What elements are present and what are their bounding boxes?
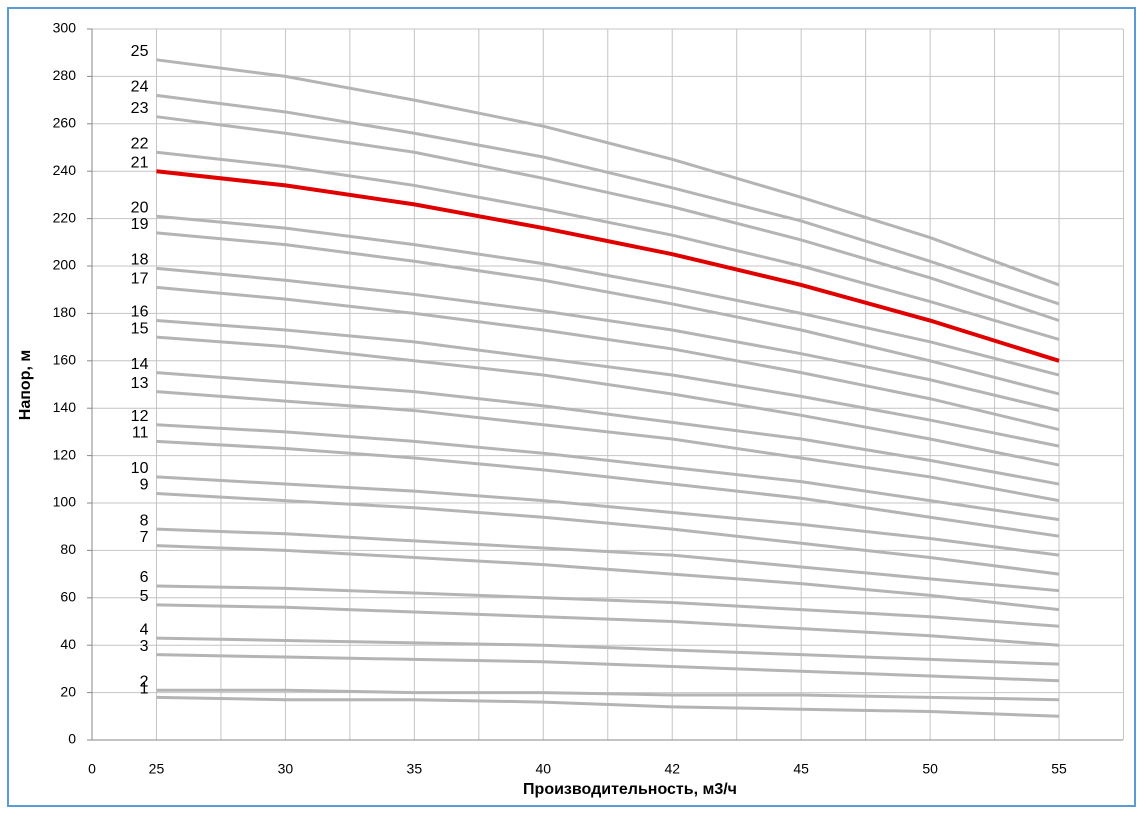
series-label: 9 <box>140 477 149 494</box>
x-axis-label: Производительность, м3/ч <box>523 781 737 798</box>
series-label: 23 <box>131 100 149 117</box>
series-line <box>156 423 1060 522</box>
x-tick-label: 40 <box>536 761 552 777</box>
x-tick-label: 50 <box>922 761 938 777</box>
series-label: 20 <box>131 199 149 216</box>
y-tick-label: 140 <box>53 399 77 415</box>
series-label: 16 <box>131 304 149 321</box>
series-label: 5 <box>140 588 149 605</box>
series-label: 3 <box>140 638 149 655</box>
x-tick-label: 55 <box>1051 761 1067 777</box>
series-label: 22 <box>131 135 149 152</box>
y-tick-label: 180 <box>53 304 77 320</box>
series-line <box>156 544 1060 612</box>
series-label: 17 <box>131 271 149 288</box>
y-tick-label: 0 <box>68 731 76 747</box>
series-line <box>156 58 1060 287</box>
series-label: 21 <box>131 154 149 171</box>
y-tick-label: 80 <box>60 541 76 557</box>
series-line <box>156 319 1060 448</box>
series-label: 8 <box>140 512 149 529</box>
series-label: 11 <box>132 425 149 442</box>
y-tick-label: 20 <box>60 683 76 699</box>
series-label: 13 <box>131 375 149 392</box>
x-tick-label: 0 <box>88 761 96 777</box>
series-line <box>156 695 1060 718</box>
y-axis-label: Напор, м <box>17 350 34 420</box>
series-line <box>156 150 1060 341</box>
series-line <box>156 636 1060 666</box>
series-line <box>156 527 1060 593</box>
x-tick-label: 30 <box>278 761 294 777</box>
series-label: 15 <box>131 320 149 337</box>
series-line <box>156 169 1060 363</box>
y-tick-label: 240 <box>53 162 77 178</box>
x-tick-label: 45 <box>793 761 809 777</box>
series-line <box>156 266 1060 413</box>
y-tick-label: 300 <box>53 20 77 36</box>
y-tick-label: 220 <box>53 209 77 225</box>
series-label: 25 <box>131 43 149 60</box>
series-line <box>156 603 1060 647</box>
series-line <box>156 371 1060 486</box>
series-line <box>156 390 1060 503</box>
y-tick-label: 280 <box>53 67 77 83</box>
series-line <box>156 115 1060 322</box>
series-label: 18 <box>131 252 149 269</box>
series-line <box>156 653 1060 683</box>
x-tick-label: 42 <box>664 761 680 777</box>
y-tick-label: 120 <box>53 446 77 462</box>
series-label: 19 <box>131 216 149 233</box>
y-tick-label: 160 <box>53 352 77 368</box>
series-label: 7 <box>140 529 149 546</box>
series-line <box>156 688 1060 702</box>
x-tick-label: 35 <box>407 761 423 777</box>
series-label: 14 <box>131 356 149 373</box>
series-label: 2 <box>140 673 149 690</box>
series-label: 1 <box>140 681 149 698</box>
y-tick-label: 100 <box>53 494 77 510</box>
series-line <box>156 285 1060 431</box>
y-tick-label: 60 <box>60 589 76 605</box>
series-label: 4 <box>140 621 149 638</box>
series-label: 12 <box>131 408 149 425</box>
series-line <box>156 475 1060 557</box>
series-line <box>156 93 1060 306</box>
series-line <box>156 584 1060 628</box>
series-line <box>156 335 1060 467</box>
y-tick-label: 200 <box>53 257 77 273</box>
x-tick-label: 25 <box>149 761 165 777</box>
series-label: 6 <box>140 569 149 586</box>
frame <box>7 7 1136 807</box>
series-line <box>156 439 1060 538</box>
y-tick-label: 260 <box>53 115 77 131</box>
series-line <box>156 214 1060 377</box>
y-tick-label: 40 <box>60 636 76 652</box>
series-label: 10 <box>131 460 149 477</box>
series-label: 24 <box>131 79 149 96</box>
series-line <box>156 492 1060 576</box>
series-line <box>156 231 1060 396</box>
